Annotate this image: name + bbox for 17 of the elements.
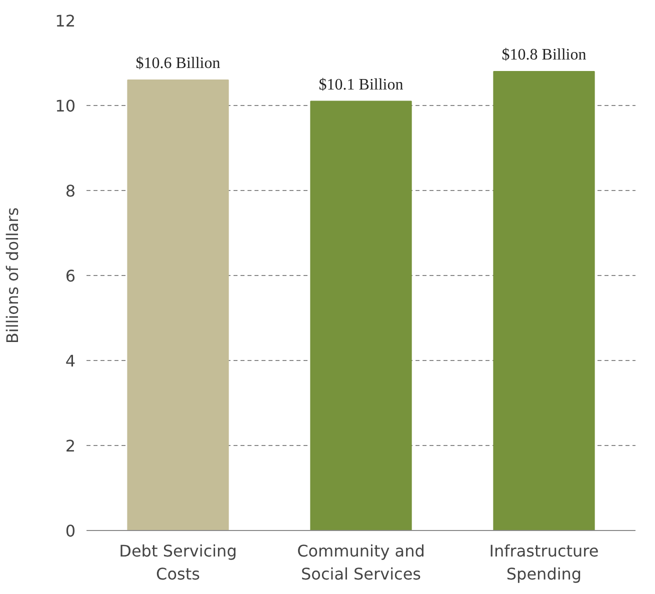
y-tick-label: 2	[65, 436, 76, 456]
x-tick-label: Infrastructure Spending	[489, 542, 599, 584]
bar	[493, 71, 595, 530]
x-tick-label: Debt Servicing Costs	[119, 542, 237, 584]
y-tick-label: 0	[65, 522, 76, 540]
y-axis-title: Billions of dollars	[3, 207, 22, 344]
y-tick-label: 12	[55, 12, 76, 30]
y-tick-label: 8	[65, 182, 76, 200]
bar	[127, 80, 229, 530]
y-tick-label: 10	[55, 96, 76, 116]
data-label: $10.6 Billion	[136, 55, 220, 72]
data-label: $10.8 Billion	[502, 46, 586, 64]
data-label: $10.1 Billion	[318, 76, 404, 94]
y-tick-label: 6	[65, 266, 76, 286]
bar	[310, 100, 412, 530]
x-tick-label: Community and Social Services	[297, 542, 425, 584]
y-tick-label: 4	[65, 352, 76, 370]
